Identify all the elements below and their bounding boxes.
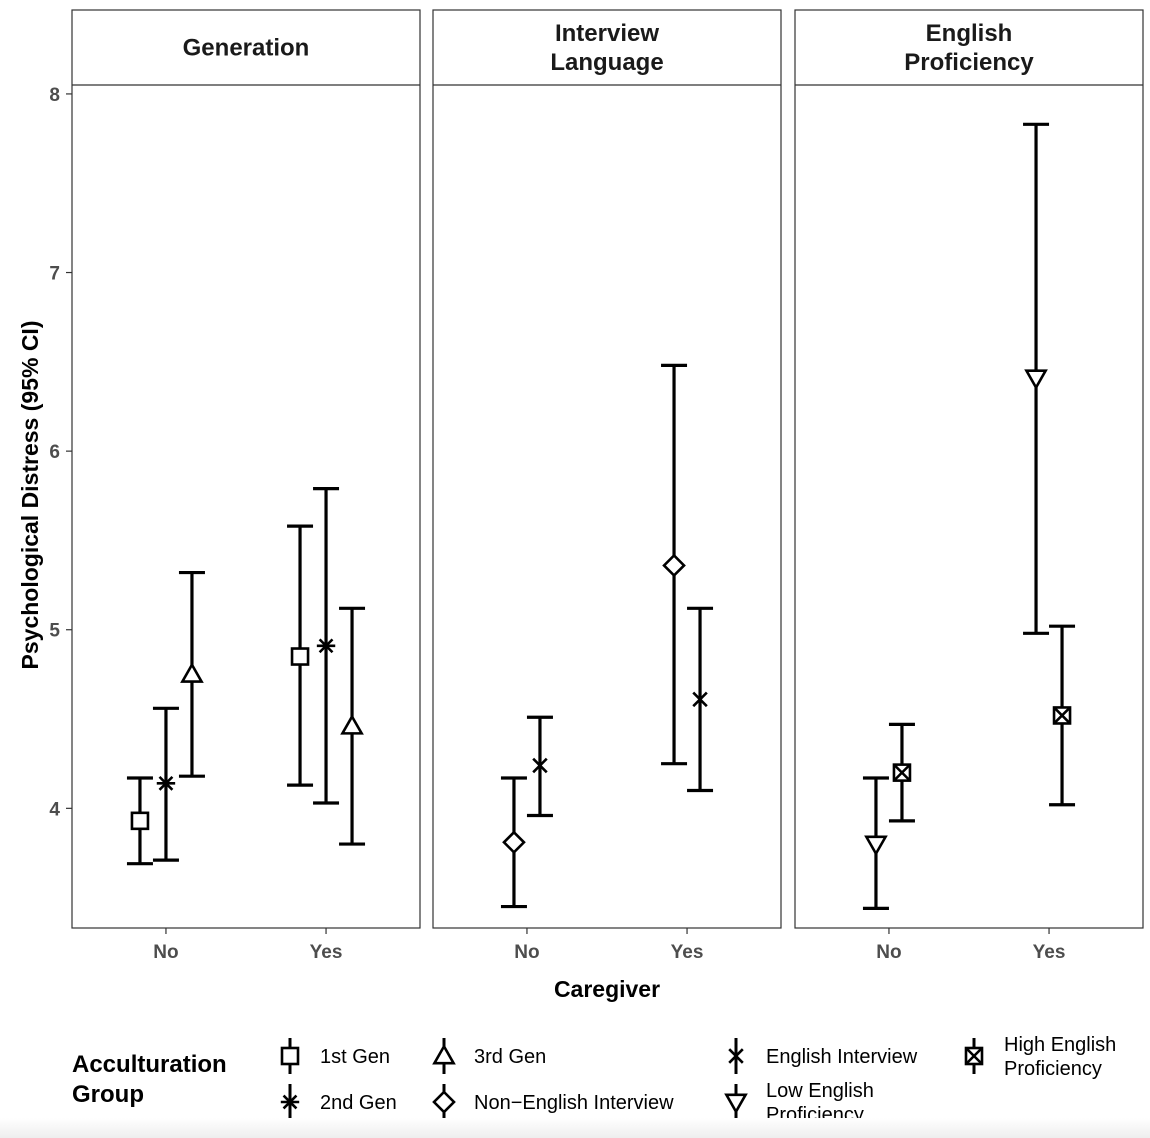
point-marker-nonenglish bbox=[662, 553, 686, 578]
point-marker-english bbox=[692, 691, 708, 708]
y-tick-label: 8 bbox=[49, 85, 60, 106]
legend-key-gen2 bbox=[280, 1084, 300, 1120]
panel-border bbox=[794, 9, 1144, 929]
series-gen3 bbox=[178, 570, 366, 846]
y-axis-title: Psychological Distress (95% CI) bbox=[17, 321, 43, 670]
series-english bbox=[526, 606, 714, 818]
facet-title: Interview bbox=[555, 20, 659, 47]
legend-label: Non−English Interview bbox=[474, 1092, 674, 1114]
facet-strip bbox=[72, 10, 420, 85]
legend: Acculturation Group 1st Gen 2nd Gen 3rd Gen N… bbox=[72, 1034, 1116, 1126]
series-nonenglish bbox=[500, 363, 688, 909]
point-marker-highprof bbox=[1052, 706, 1072, 725]
legend-item-english: English Interview bbox=[728, 1038, 918, 1074]
point-marker-gen3 bbox=[180, 662, 204, 683]
point-marker-highprof bbox=[892, 763, 912, 782]
legend-title: Group bbox=[72, 1081, 144, 1108]
point-marker-gen1 bbox=[130, 811, 150, 831]
y-tick-label: 7 bbox=[49, 264, 60, 285]
legend-key-lowprof bbox=[724, 1084, 748, 1120]
point-marker-gen3 bbox=[340, 713, 364, 735]
legend-label: 1st Gen bbox=[320, 1046, 390, 1068]
facet-title: English bbox=[926, 20, 1013, 47]
legend-item-gen1: 1st Gen bbox=[280, 1038, 390, 1074]
legend-key-gen3 bbox=[432, 1038, 456, 1074]
axis-titles: Caregiver Psychological Distress (95% CI… bbox=[17, 321, 660, 1002]
x-tick-label: Yes bbox=[671, 942, 704, 963]
point-marker-lowprof bbox=[864, 835, 888, 857]
x-tick-label: No bbox=[153, 942, 178, 963]
facet-panel-1: Generation No Yes bbox=[71, 9, 421, 963]
legend-label: High English bbox=[1004, 1034, 1116, 1056]
facet-title: Language bbox=[550, 49, 663, 76]
legend-key-highprof bbox=[964, 1038, 984, 1074]
legend-label: Proficiency bbox=[1004, 1058, 1102, 1080]
legend-label: 2nd Gen bbox=[320, 1092, 397, 1114]
legend-label: Low English bbox=[766, 1080, 874, 1102]
facet-title: Generation bbox=[183, 35, 310, 62]
bottom-fade bbox=[0, 1118, 1150, 1138]
point-marker-gen2 bbox=[316, 636, 336, 656]
y-tick-label: 4 bbox=[49, 799, 60, 820]
legend-item-gen3: 3rd Gen bbox=[432, 1038, 546, 1074]
legend-label: English Interview bbox=[766, 1046, 918, 1068]
panel-border bbox=[71, 9, 421, 929]
point-marker-gen2 bbox=[156, 774, 176, 793]
series-highprof bbox=[888, 624, 1076, 823]
panel-border bbox=[432, 9, 782, 929]
y-axis: 4 5 6 7 8 bbox=[49, 85, 72, 820]
y-tick-label: 5 bbox=[49, 621, 60, 642]
series-lowprof bbox=[862, 122, 1050, 910]
x-tick-label: No bbox=[514, 942, 539, 963]
point-marker-gen1 bbox=[290, 647, 310, 666]
point-marker-lowprof bbox=[1024, 369, 1048, 391]
series-gen2 bbox=[152, 487, 340, 862]
point-marker-nonenglish bbox=[502, 830, 526, 855]
facet-strip bbox=[795, 10, 1143, 85]
x-tick-label: Yes bbox=[310, 942, 343, 963]
legend-key-nonenglish bbox=[432, 1084, 456, 1120]
legend-title: Acculturation bbox=[72, 1051, 227, 1078]
point-marker-english bbox=[532, 757, 548, 774]
legend-label: 3rd Gen bbox=[474, 1046, 546, 1068]
legend-key-gen1 bbox=[280, 1038, 300, 1074]
series-gen1 bbox=[126, 524, 314, 866]
y-tick-label: 6 bbox=[49, 442, 60, 463]
legend-key-english bbox=[728, 1038, 744, 1074]
x-axis-title: Caregiver bbox=[554, 976, 660, 1002]
facet-title: Proficiency bbox=[904, 49, 1034, 76]
x-tick-label: No bbox=[876, 942, 901, 963]
legend-item-nonenglish: Non−English Interview bbox=[432, 1084, 674, 1120]
legend-item-gen2: 2nd Gen bbox=[280, 1084, 397, 1120]
facet-strip bbox=[433, 10, 781, 85]
x-tick-label: Yes bbox=[1033, 942, 1066, 963]
